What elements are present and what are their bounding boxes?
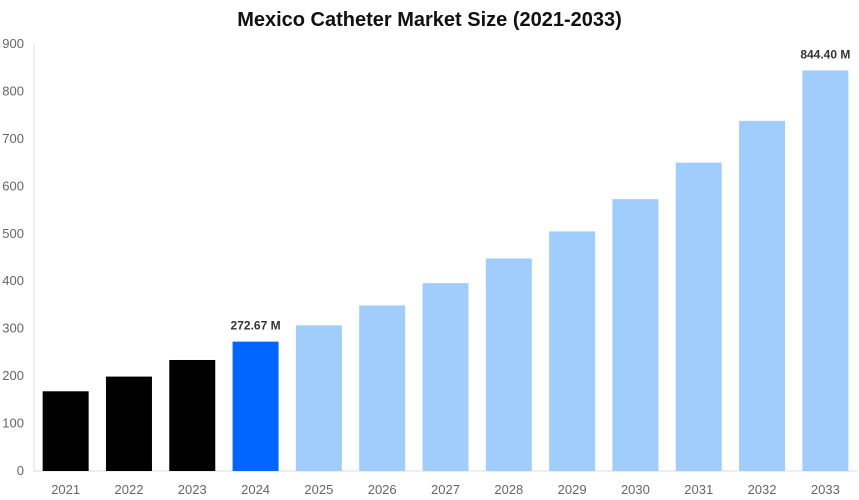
y-tick-label: 500 (2, 226, 24, 241)
y-tick-label: 600 (2, 178, 24, 193)
x-tick-label: 2029 (558, 482, 587, 497)
bar-2027 (422, 283, 469, 471)
x-tick-label: 2028 (494, 482, 523, 497)
bar-2029 (549, 231, 596, 471)
x-tick-label: 2032 (748, 482, 777, 497)
y-tick-label: 900 (2, 36, 24, 51)
y-tick-label: 200 (2, 368, 24, 383)
bar-2032 (739, 120, 786, 472)
x-tick-label: 2021 (51, 482, 80, 497)
x-tick-label: 2027 (431, 482, 460, 497)
x-tick-label: 2022 (115, 482, 144, 497)
x-tick-label: 2024 (241, 482, 270, 497)
y-tick-label: 700 (2, 131, 24, 146)
bar-2021 (42, 391, 89, 471)
data-label-2024: 272.67 M (231, 319, 281, 333)
y-tick-label: 100 (2, 416, 24, 431)
x-tick-label: 2023 (178, 482, 207, 497)
y-tick-label: 800 (2, 83, 24, 98)
x-tick-label: 2025 (304, 482, 333, 497)
bar-2023 (169, 359, 216, 471)
x-tick-label: 2033 (811, 482, 840, 497)
x-tick-label: 2030 (621, 482, 650, 497)
x-tick-label: 2026 (368, 482, 397, 497)
bar-2030 (612, 199, 659, 472)
x-tick-label: 2031 (684, 482, 713, 497)
bar-2026 (359, 305, 406, 471)
data-label-2033: 844.40 M (800, 47, 850, 61)
bar-2031 (675, 162, 722, 471)
bar-2022 (105, 376, 152, 471)
bar-2033 (802, 70, 849, 471)
bar-2024 (232, 341, 279, 471)
y-tick-label: 400 (2, 273, 24, 288)
y-tick-label: 300 (2, 321, 24, 336)
bar-2028 (485, 258, 532, 471)
chart-title: Mexico Catheter Market Size (2021-2033) (237, 9, 622, 31)
y-tick-label: 0 (17, 463, 24, 478)
bar-2025 (295, 325, 342, 471)
